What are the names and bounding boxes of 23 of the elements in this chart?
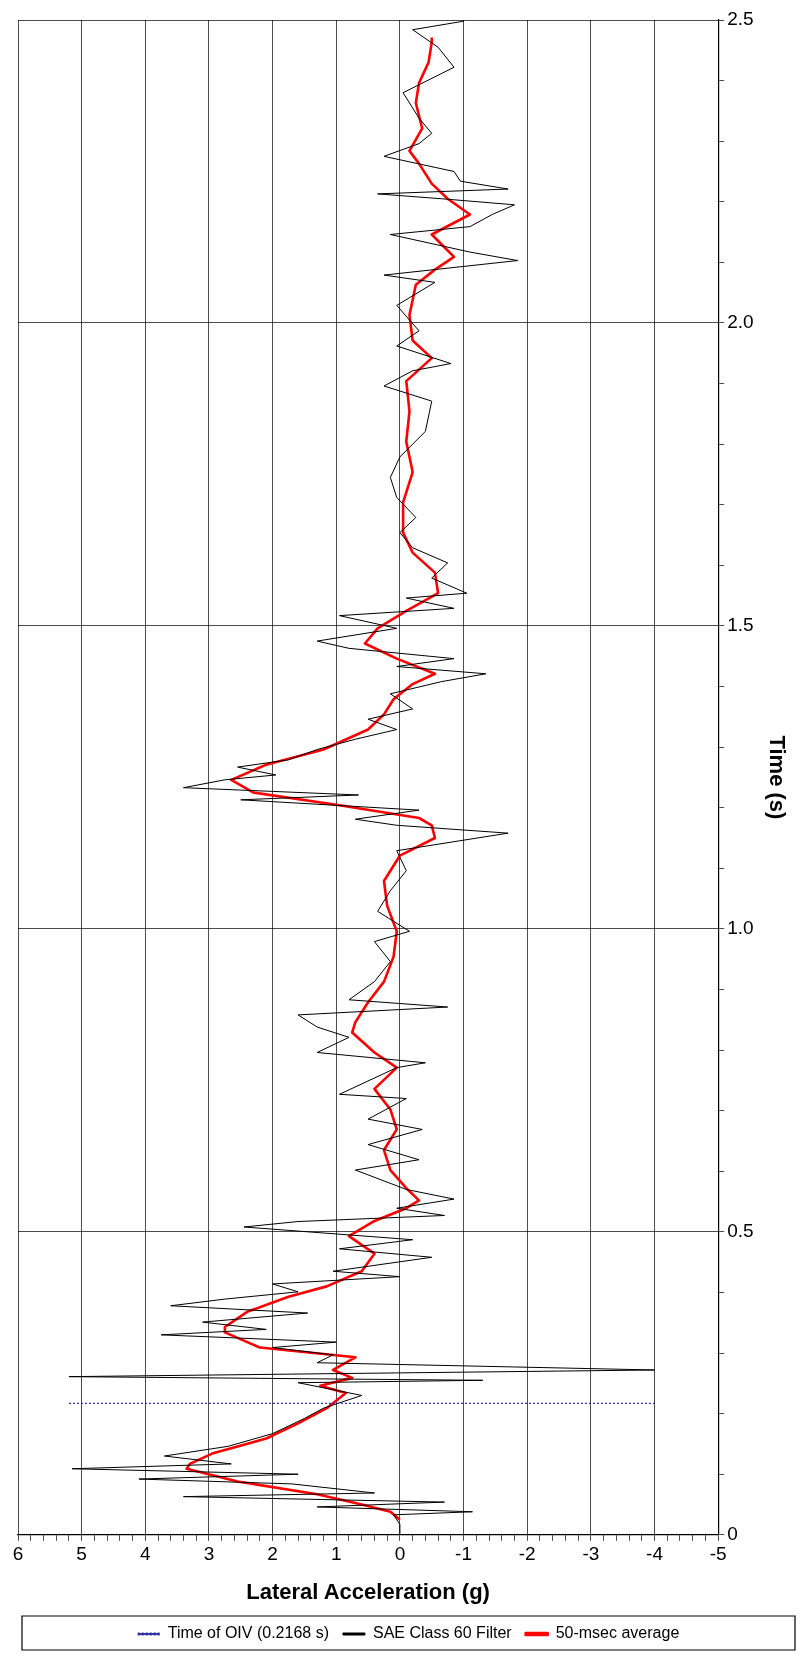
y-tick-label: 2.0 xyxy=(727,311,754,333)
y-tick-label: 0 xyxy=(727,1523,738,1545)
x-tick-label: -3 xyxy=(582,1543,600,1565)
x-tick-label: -4 xyxy=(646,1543,664,1565)
x-tick-label: 0 xyxy=(394,1543,406,1565)
y-axis-title: Time (s) xyxy=(764,735,790,820)
x-tick-label: -2 xyxy=(518,1543,536,1565)
legend-label: SAE Class 60 Filter xyxy=(372,1624,513,1642)
y-tick-label: 1.0 xyxy=(727,917,754,939)
y-tick-label: 1.5 xyxy=(727,614,754,636)
y-tick-label: 2.5 xyxy=(727,8,754,30)
x-axis-title: Lateral Acceleration (g) xyxy=(246,1578,490,1604)
x-tick-label: 2 xyxy=(267,1543,278,1565)
x-tick-label: -1 xyxy=(455,1543,473,1565)
legend-label: 50-msec average xyxy=(555,1624,680,1642)
x-tick-label: 1 xyxy=(330,1543,342,1565)
x-tick-label: 4 xyxy=(140,1543,152,1565)
x-tick-label: -5 xyxy=(709,1543,727,1565)
x-tick-label: 6 xyxy=(12,1543,24,1565)
y-tick-label: 0.5 xyxy=(727,1220,754,1242)
x-tick-label: 3 xyxy=(203,1543,215,1565)
x-tick-label: 5 xyxy=(76,1543,87,1565)
legend-label: Time of OIV (0.2168 s) xyxy=(167,1624,329,1642)
